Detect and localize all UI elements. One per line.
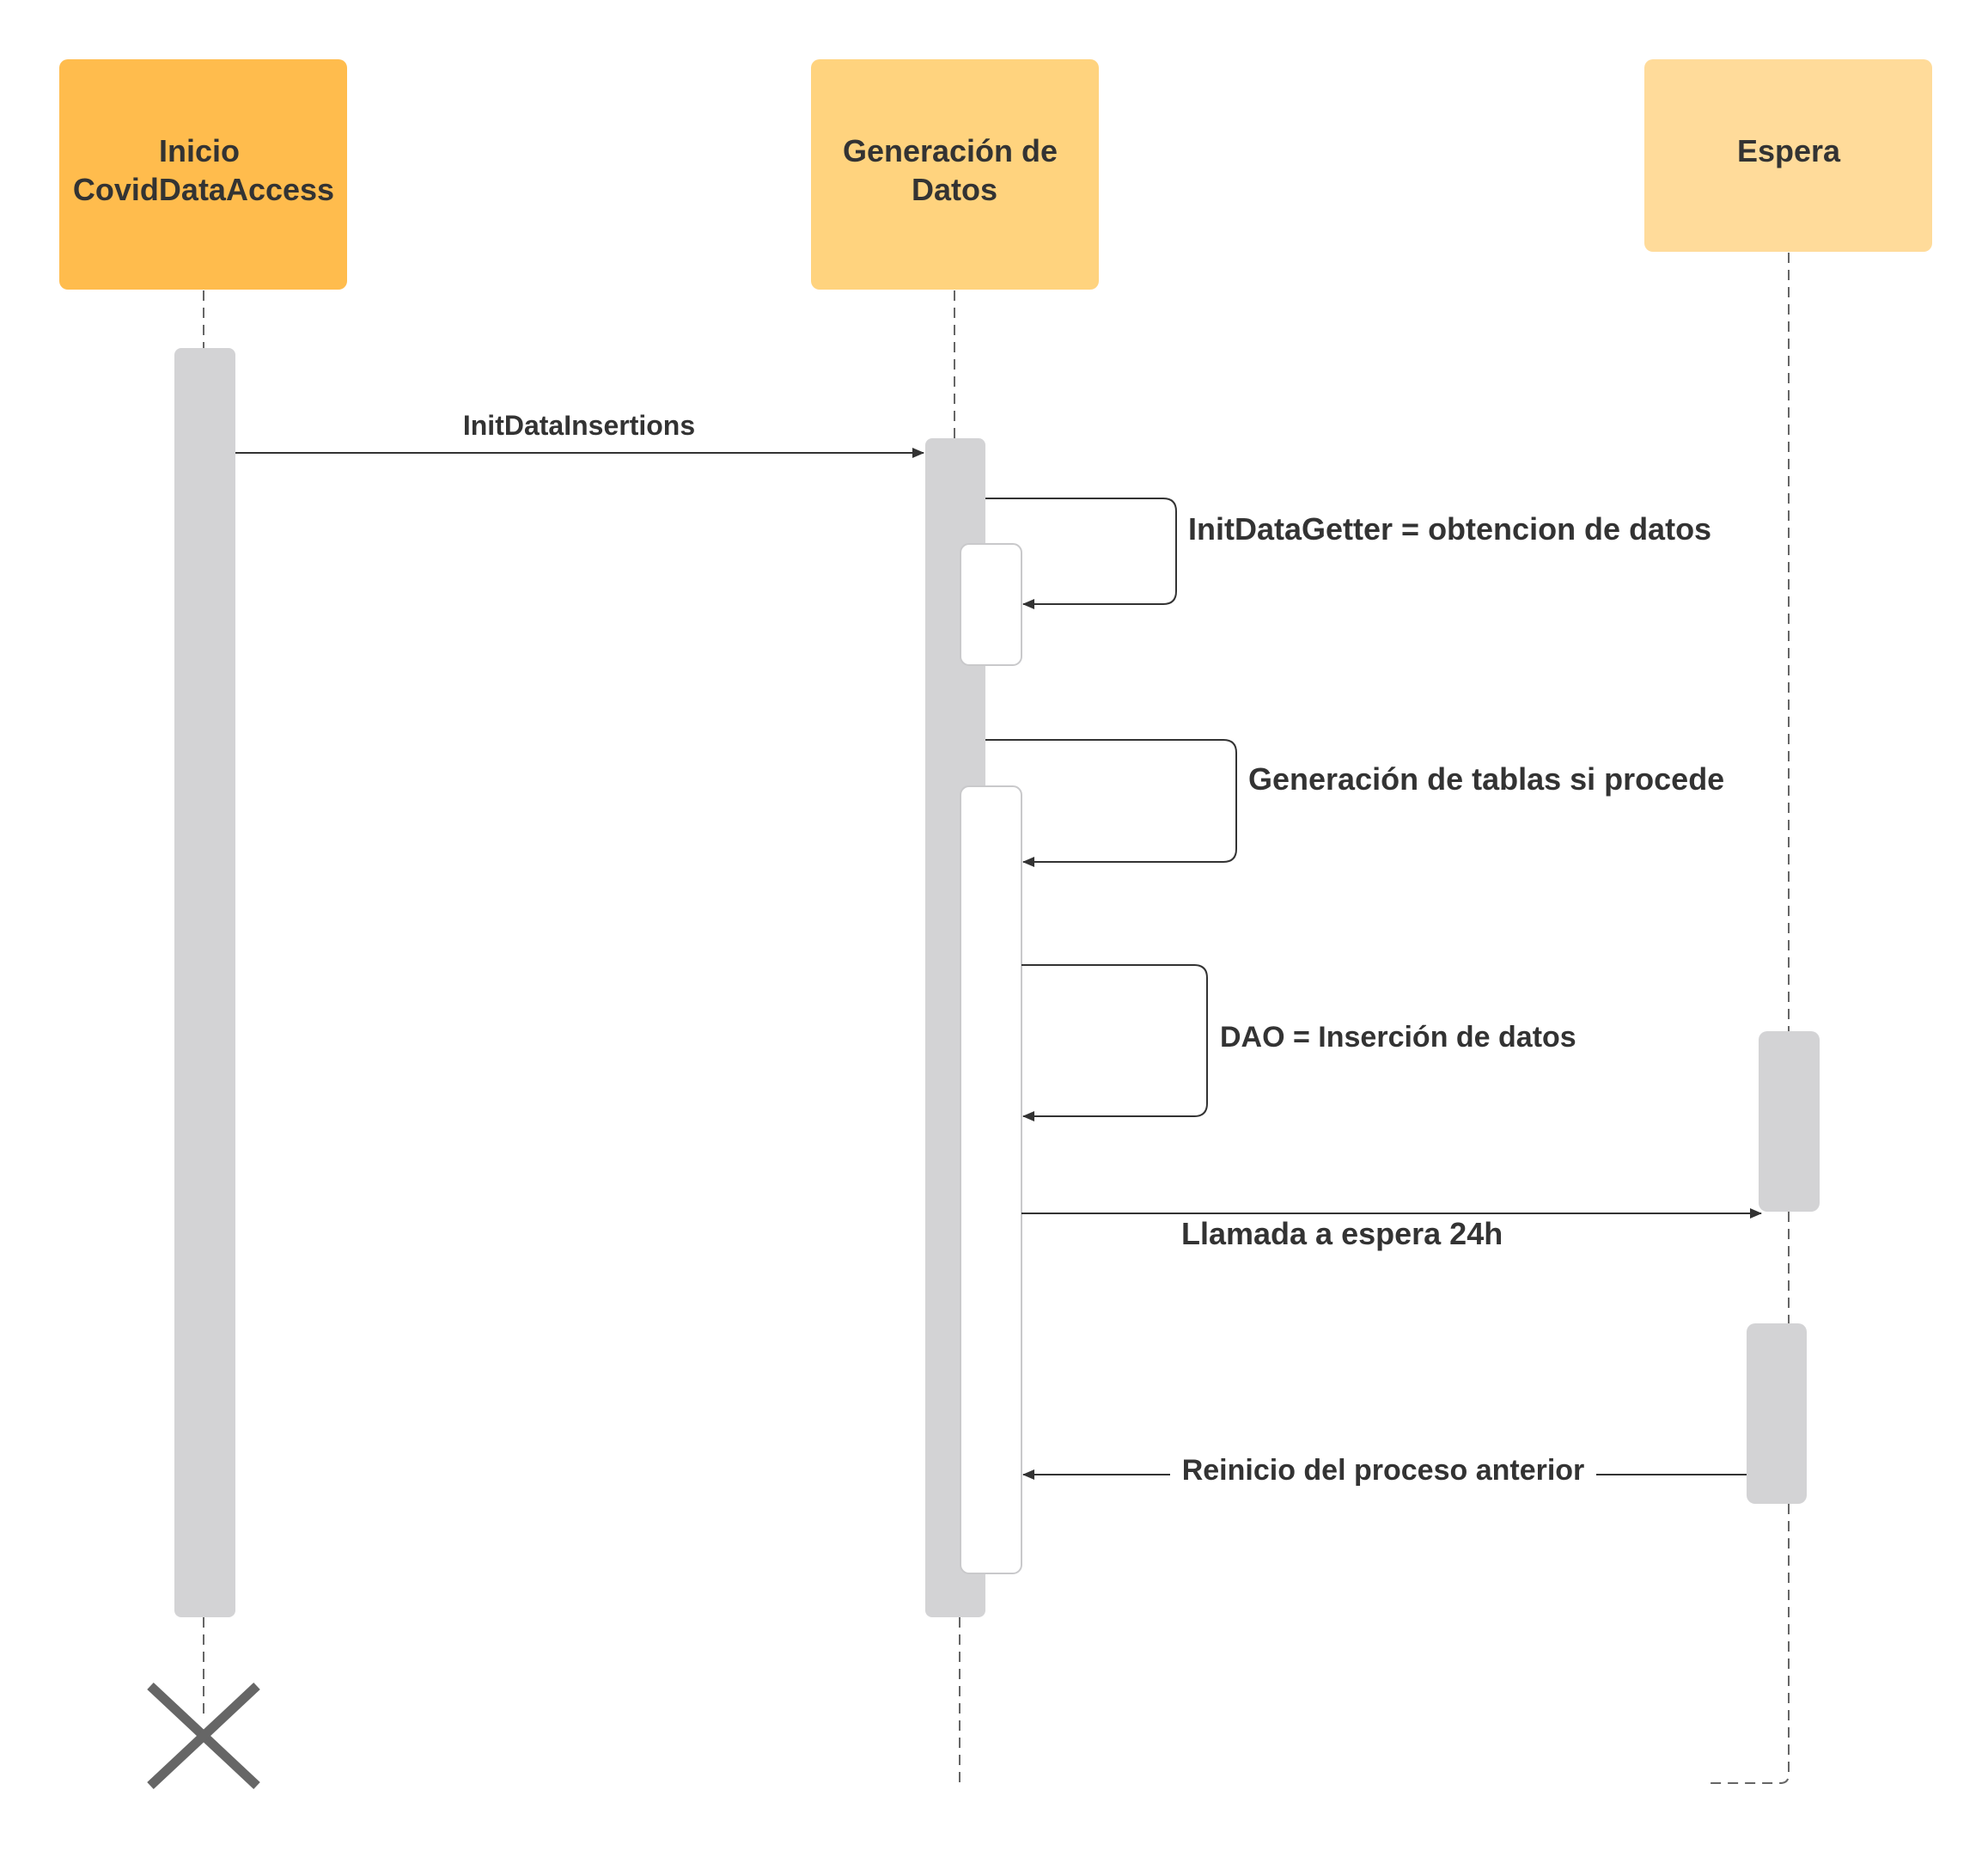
message-label: InitDataInsertions — [463, 410, 695, 441]
message-init-data-getter: InitDataGetter = obtencion de datos — [985, 498, 1711, 609]
activation-bar-espera-1 — [1759, 1031, 1820, 1212]
message-generacion-tablas: Generación de tablas si procede — [985, 739, 1724, 867]
message-arrow — [985, 498, 1177, 609]
lifeline-espera-3 — [1710, 1504, 1790, 1784]
participant-box-espera — [1644, 59, 1932, 252]
svg-text:Generación de Datos: Generación de Datos — [843, 133, 1066, 207]
participant-espera: Espera — [1644, 59, 1932, 252]
participant-box-generacion — [811, 59, 1099, 290]
destroy-x-icon — [147, 1682, 260, 1790]
message-reinicio-proceso: Reinicio del proceso anterior — [1022, 1451, 1747, 1487]
participant-box-inicio — [59, 59, 347, 290]
participant-label: Datos — [912, 172, 997, 207]
activation-bar-tablas — [960, 785, 1022, 1574]
activation-bar-getter — [960, 543, 1022, 666]
message-llamada-espera: Llamada a espera 24h — [1021, 1208, 1762, 1251]
participant-generacion: Generación de Datos — [811, 59, 1099, 290]
participant-label: Inicio — [159, 133, 240, 168]
message-label: InitDataGetter = obtencion de datos — [1188, 511, 1711, 547]
message-label: Generación de tablas si procede — [1248, 761, 1724, 797]
message-arrow — [1021, 964, 1208, 1121]
message-label: DAO = Inserción de datos — [1220, 1021, 1576, 1054]
participant-label: Espera — [1737, 133, 1841, 168]
participant-label: CovidDataAccess — [73, 172, 334, 207]
message-init-data-insertions: InitDataInsertions — [235, 410, 924, 458]
message-arrow — [985, 739, 1237, 867]
message-label: Llamada a espera 24h — [1181, 1216, 1503, 1251]
participant-inicio: Inicio CovidDataAccess — [59, 59, 347, 290]
activation-bar-inicio — [174, 348, 235, 1617]
participant-label: Generación de — [843, 133, 1058, 168]
svg-text:Inicio CovidDataAccess: Inicio CovidDataAccess — [73, 133, 334, 207]
svg-text:Espera: Espera — [1737, 133, 1841, 168]
activation-bar-espera-2 — [1747, 1323, 1807, 1504]
message-label-background — [1170, 1451, 1596, 1485]
message-dao-insercion: DAO = Inserción de datos — [1021, 964, 1576, 1121]
message-label: Reinicio del proceso anterior — [1182, 1454, 1585, 1487]
